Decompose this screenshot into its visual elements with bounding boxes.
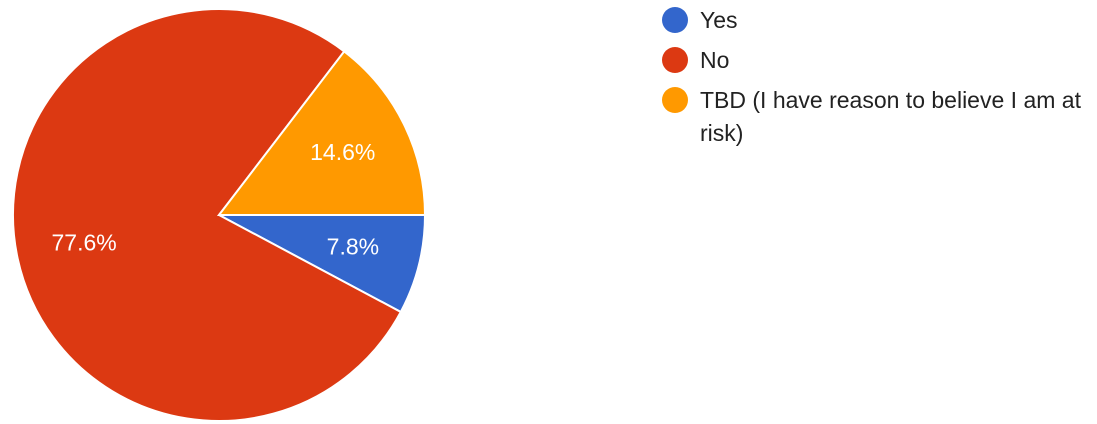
pie-slices xyxy=(12,8,427,422)
legend-swatch-tbd xyxy=(662,87,688,113)
legend-label-no: No xyxy=(700,47,730,73)
legend-label-tbd: TBD (I have reason to believe I am at ri… xyxy=(700,87,1081,146)
pie-slice-yes[interactable] xyxy=(218,214,427,314)
pie-slice-no[interactable] xyxy=(12,8,403,422)
pie-slice-label-tbd: 14.6% xyxy=(310,139,375,165)
legend-swatch-no xyxy=(662,47,688,73)
chart-legend: Yes No TBD (I have reason to believe I a… xyxy=(662,4,1092,157)
pie-slice-tbd[interactable] xyxy=(216,50,427,216)
pie-slice-labels: 7.8% 77.6% 14.6% xyxy=(52,139,380,260)
legend-label-yes: Yes xyxy=(700,7,738,33)
legend-item-tbd[interactable]: TBD (I have reason to believe I am at ri… xyxy=(662,84,1092,150)
legend-item-no[interactable]: No xyxy=(662,44,1092,77)
legend-item-yes[interactable]: Yes xyxy=(662,4,1092,37)
legend-swatch-yes xyxy=(662,7,688,33)
pie-slice-label-yes: 7.8% xyxy=(327,234,379,260)
pie-slice-label-no: 77.6% xyxy=(52,229,117,255)
